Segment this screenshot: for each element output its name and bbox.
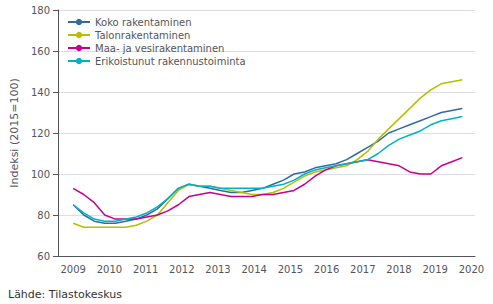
svg-text:Erikoistunut rakennustoiminta: Erikoistunut rakennustoiminta — [95, 56, 246, 67]
svg-text:160: 160 — [31, 46, 50, 57]
svg-text:80: 80 — [37, 210, 50, 221]
svg-text:140: 140 — [31, 87, 50, 98]
svg-text:2012: 2012 — [169, 264, 194, 275]
svg-text:60: 60 — [37, 251, 50, 262]
svg-text:Koko rakentaminen: Koko rakentaminen — [95, 17, 191, 28]
svg-text:2009: 2009 — [60, 264, 85, 275]
svg-text:Talonrakentaminen: Talonrakentaminen — [94, 30, 190, 41]
svg-text:2011: 2011 — [133, 264, 158, 275]
svg-text:120: 120 — [31, 128, 50, 139]
svg-text:2010: 2010 — [97, 264, 122, 275]
svg-text:2014: 2014 — [241, 264, 266, 275]
svg-text:2015: 2015 — [278, 264, 303, 275]
svg-text:2017: 2017 — [350, 264, 375, 275]
svg-text:100: 100 — [31, 169, 50, 180]
svg-text:2018: 2018 — [386, 264, 411, 275]
svg-text:Lähde: Tilastokeskus: Lähde: Tilastokeskus — [8, 288, 122, 301]
svg-text:2016: 2016 — [314, 264, 339, 275]
svg-text:2020: 2020 — [459, 264, 484, 275]
svg-text:Maa- ja vesirakentaminen: Maa- ja vesirakentaminen — [95, 43, 224, 54]
svg-text:2013: 2013 — [205, 264, 230, 275]
svg-text:180: 180 — [31, 5, 50, 16]
svg-text:Indeksi (2015=100): Indeksi (2015=100) — [8, 78, 21, 187]
svg-text:2019: 2019 — [422, 264, 447, 275]
